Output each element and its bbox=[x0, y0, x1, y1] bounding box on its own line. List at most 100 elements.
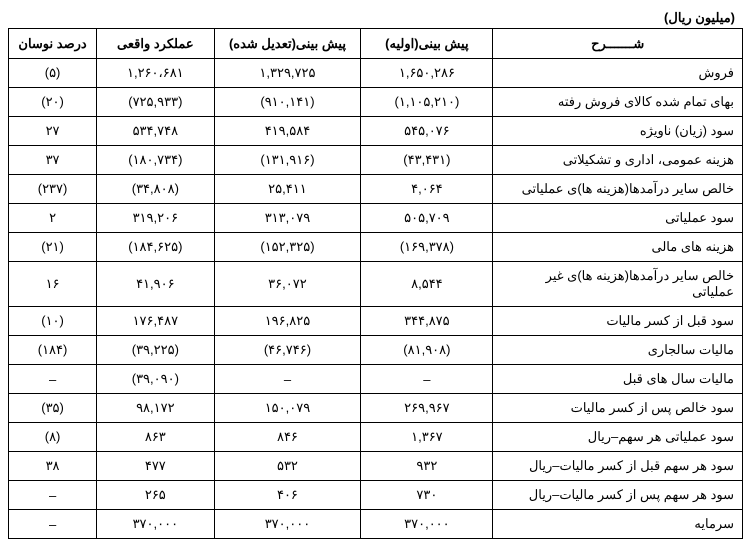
cell-forecast-adjusted: ۳۷۰,۰۰۰ bbox=[214, 510, 361, 539]
cell-desc: سود (زیان) ناویژه bbox=[493, 117, 743, 146]
cell-actual: ۲۶۵ bbox=[97, 481, 214, 510]
cell-desc: سود قبل از کسر مالیات bbox=[493, 307, 743, 336]
cell-forecast-adjusted: (۹۱۰,۱۴۱) bbox=[214, 88, 361, 117]
cell-desc: خالص سایر درآمدها(هزینه ها)ی عملیاتی bbox=[493, 175, 743, 204]
cell-forecast-adjusted: (۱۵۲,۳۲۵) bbox=[214, 233, 361, 262]
header-forecast-initial: پیش بینی(اولیه) bbox=[361, 29, 493, 59]
unit-label: (میلیون ریال) bbox=[8, 8, 743, 28]
cell-forecast-adjusted: ۱۹۶,۸۲۵ bbox=[214, 307, 361, 336]
cell-forecast-adjusted: ۵۳۲ bbox=[214, 452, 361, 481]
cell-actual: (۱۸۴,۶۲۵) bbox=[97, 233, 214, 262]
table-body: فروش۱,۶۵۰,۲۸۶۱,۳۲۹,۷۲۵۱,۲۶۰،۶۸۱(۵)بهای ت… bbox=[9, 59, 743, 539]
cell-variance-pct: (۸) bbox=[9, 423, 97, 452]
table-header-row: شـــــــرح پیش بینی(اولیه) پیش بینی(تعدی… bbox=[9, 29, 743, 59]
header-variance-pct: درصد نوسان bbox=[9, 29, 97, 59]
cell-forecast-initial: ۵۴۵,۰۷۶ bbox=[361, 117, 493, 146]
table-row: سود قبل از کسر مالیات۳۴۴,۸۷۵۱۹۶,۸۲۵۱۷۶,۴… bbox=[9, 307, 743, 336]
cell-desc: مالیات سال های قبل bbox=[493, 365, 743, 394]
cell-variance-pct: (۱۰) bbox=[9, 307, 97, 336]
cell-actual: (۷۲۵,۹۳۳) bbox=[97, 88, 214, 117]
table-row: خالص سایر درآمدها(هزینه ها)ی عملیاتی۴,۰۶… bbox=[9, 175, 743, 204]
table-row: هزینه عمومی، اداری و تشکیلاتی(۴۳,۴۳۱)(۱۳… bbox=[9, 146, 743, 175]
cell-desc: سود هر سهم قبل از کسر مالیات–ریال bbox=[493, 452, 743, 481]
cell-actual: ۸۶۳ bbox=[97, 423, 214, 452]
cell-forecast-initial: ۵۰۵,۷۰۹ bbox=[361, 204, 493, 233]
cell-desc: فروش bbox=[493, 59, 743, 88]
cell-actual: ۳۱۹,۲۰۶ bbox=[97, 204, 214, 233]
cell-variance-pct: ۳۷ bbox=[9, 146, 97, 175]
cell-desc: سود هر سهم پس از کسر مالیات–ریال bbox=[493, 481, 743, 510]
cell-forecast-initial: ۸,۵۴۴ bbox=[361, 262, 493, 307]
table-row: مالیات سالجاری(۸۱,۹۰۸)(۴۶,۷۴۶)(۳۹,۲۲۵)(۱… bbox=[9, 336, 743, 365]
cell-forecast-adjusted: – bbox=[214, 365, 361, 394]
table-row: سود عملیاتی۵۰۵,۷۰۹۳۱۳,۰۷۹۳۱۹,۲۰۶۲ bbox=[9, 204, 743, 233]
cell-variance-pct: ۲۷ bbox=[9, 117, 97, 146]
cell-variance-pct: ۱۶ bbox=[9, 262, 97, 307]
cell-forecast-adjusted: ۳۱۳,۰۷۹ bbox=[214, 204, 361, 233]
cell-variance-pct: – bbox=[9, 481, 97, 510]
table-row: سود هر سهم قبل از کسر مالیات–ریال۹۳۲۵۳۲۴… bbox=[9, 452, 743, 481]
cell-variance-pct: (۵) bbox=[9, 59, 97, 88]
table-row: هزینه های مالی(۱۶۹,۳۷۸)(۱۵۲,۳۲۵)(۱۸۴,۶۲۵… bbox=[9, 233, 743, 262]
cell-actual: ۵۳۴,۷۴۸ bbox=[97, 117, 214, 146]
cell-forecast-initial: ۳۴۴,۸۷۵ bbox=[361, 307, 493, 336]
header-forecast-adjusted: پیش بینی(تعدیل شده) bbox=[214, 29, 361, 59]
cell-forecast-adjusted: (۴۶,۷۴۶) bbox=[214, 336, 361, 365]
cell-forecast-initial: – bbox=[361, 365, 493, 394]
cell-desc: سود عملیاتی bbox=[493, 204, 743, 233]
cell-actual: (۳۴,۸۰۸) bbox=[97, 175, 214, 204]
cell-forecast-initial: (۸۱,۹۰۸) bbox=[361, 336, 493, 365]
table-row: بهای تمام شده کالای فروش رفته(۱,۱۰۵,۲۱۰)… bbox=[9, 88, 743, 117]
cell-forecast-initial: ۷۳۰ bbox=[361, 481, 493, 510]
cell-forecast-adjusted: (۱۳۱,۹۱۶) bbox=[214, 146, 361, 175]
cell-forecast-initial: ۱,۳۶۷ bbox=[361, 423, 493, 452]
cell-forecast-initial: (۱۶۹,۳۷۸) bbox=[361, 233, 493, 262]
cell-actual: (۳۹,۲۲۵) bbox=[97, 336, 214, 365]
table-row: سود هر سهم پس از کسر مالیات–ریال۷۳۰۴۰۶۲۶… bbox=[9, 481, 743, 510]
table-row: سود خالص پس از کسر مالیات۲۶۹,۹۶۷۱۵۰,۰۷۹۹… bbox=[9, 394, 743, 423]
cell-actual: ۱۷۶,۴۸۷ bbox=[97, 307, 214, 336]
cell-variance-pct: ۲ bbox=[9, 204, 97, 233]
cell-variance-pct: (۲۳۷) bbox=[9, 175, 97, 204]
cell-forecast-initial: ۹۳۲ bbox=[361, 452, 493, 481]
cell-desc: بهای تمام شده کالای فروش رفته bbox=[493, 88, 743, 117]
header-actual: عملکرد واقعی bbox=[97, 29, 214, 59]
cell-forecast-initial: ۲۶۹,۹۶۷ bbox=[361, 394, 493, 423]
cell-variance-pct: – bbox=[9, 510, 97, 539]
cell-desc: هزینه های مالی bbox=[493, 233, 743, 262]
cell-variance-pct: (۳۵) bbox=[9, 394, 97, 423]
cell-desc: سود عملیاتی هر سهم–ریال bbox=[493, 423, 743, 452]
table-row: خالص سایر درآمدها(هزینه ها)ی غیر عملیاتی… bbox=[9, 262, 743, 307]
cell-forecast-initial: ۳۷۰,۰۰۰ bbox=[361, 510, 493, 539]
cell-desc: سرمایه bbox=[493, 510, 743, 539]
cell-desc: هزینه عمومی، اداری و تشکیلاتی bbox=[493, 146, 743, 175]
cell-actual: (۳۹,۰۹۰) bbox=[97, 365, 214, 394]
cell-actual: ۴۱,۹۰۶ bbox=[97, 262, 214, 307]
cell-forecast-initial: (۴۳,۴۳۱) bbox=[361, 146, 493, 175]
table-row: سود (زیان) ناویژه۵۴۵,۰۷۶۴۱۹,۵۸۴۵۳۴,۷۴۸۲۷ bbox=[9, 117, 743, 146]
cell-forecast-adjusted: ۲۵,۴۱۱ bbox=[214, 175, 361, 204]
cell-forecast-initial: ۱,۶۵۰,۲۸۶ bbox=[361, 59, 493, 88]
cell-forecast-adjusted: ۱۵۰,۰۷۹ bbox=[214, 394, 361, 423]
cell-desc: مالیات سالجاری bbox=[493, 336, 743, 365]
cell-variance-pct: (۱۸۴) bbox=[9, 336, 97, 365]
cell-actual: ۴۷۷ bbox=[97, 452, 214, 481]
cell-variance-pct: – bbox=[9, 365, 97, 394]
cell-actual: ۹۸,۱۷۲ bbox=[97, 394, 214, 423]
cell-forecast-adjusted: ۳۶,۰۷۲ bbox=[214, 262, 361, 307]
cell-forecast-adjusted: ۴۰۶ bbox=[214, 481, 361, 510]
cell-actual: ۳۷۰,۰۰۰ bbox=[97, 510, 214, 539]
cell-forecast-adjusted: ۴۱۹,۵۸۴ bbox=[214, 117, 361, 146]
table-row: مالیات سال های قبل––(۳۹,۰۹۰)– bbox=[9, 365, 743, 394]
cell-variance-pct: (۲۱) bbox=[9, 233, 97, 262]
cell-desc: سود خالص پس از کسر مالیات bbox=[493, 394, 743, 423]
cell-variance-pct: (۲۰) bbox=[9, 88, 97, 117]
cell-forecast-adjusted: ۸۴۶ bbox=[214, 423, 361, 452]
cell-variance-pct: ۳۸ bbox=[9, 452, 97, 481]
financial-table: شـــــــرح پیش بینی(اولیه) پیش بینی(تعدی… bbox=[8, 28, 743, 539]
cell-forecast-initial: ۴,۰۶۴ bbox=[361, 175, 493, 204]
cell-forecast-adjusted: ۱,۳۲۹,۷۲۵ bbox=[214, 59, 361, 88]
cell-desc: خالص سایر درآمدها(هزینه ها)ی غیر عملیاتی bbox=[493, 262, 743, 307]
header-desc: شـــــــرح bbox=[493, 29, 743, 59]
cell-actual: (۱۸۰,۷۳۴) bbox=[97, 146, 214, 175]
